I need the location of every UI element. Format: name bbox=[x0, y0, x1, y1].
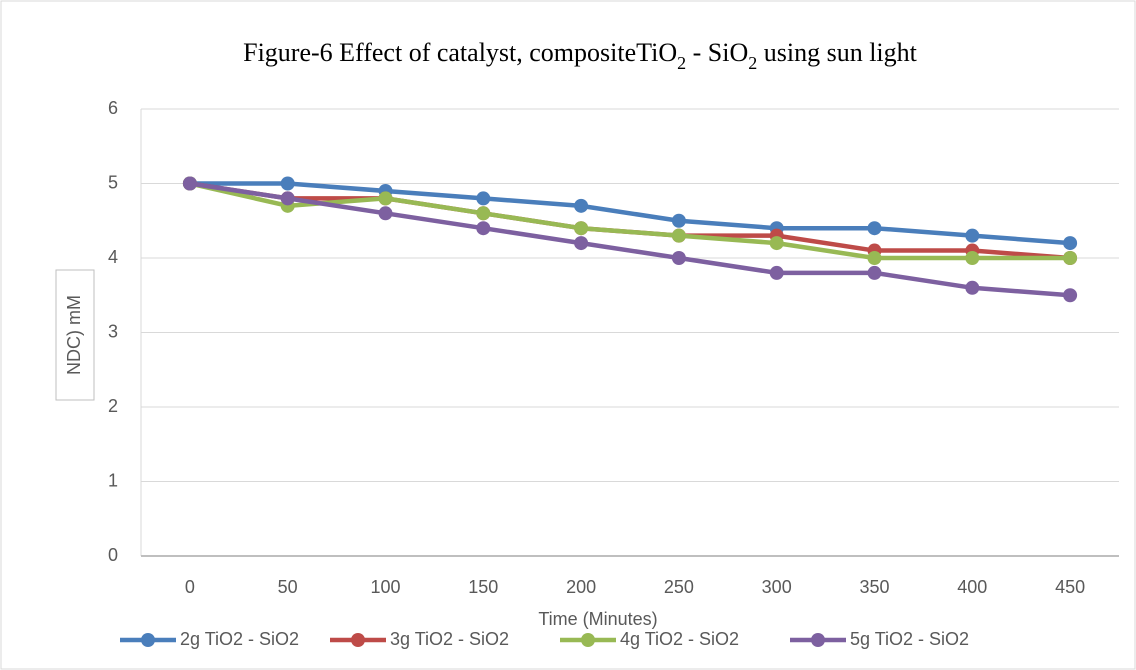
title-part: 2 bbox=[677, 53, 686, 73]
point bbox=[1063, 251, 1078, 265]
x-tick-label: 250 bbox=[664, 577, 694, 597]
x-tick-label: 100 bbox=[370, 577, 400, 597]
point bbox=[574, 221, 589, 236]
point bbox=[182, 176, 197, 191]
x-tick-label: 350 bbox=[859, 577, 889, 597]
y-axis-label: NDC) mM bbox=[64, 295, 84, 375]
y-tick-label: 6 bbox=[108, 98, 118, 118]
series-line bbox=[189, 181, 1071, 261]
x-axis-label: Time (Minutes) bbox=[538, 609, 657, 629]
legend-marker bbox=[351, 633, 365, 647]
y-tick-label: 3 bbox=[108, 321, 118, 341]
y-tick-label: 0 bbox=[108, 545, 118, 565]
point bbox=[671, 251, 686, 265]
point bbox=[280, 191, 295, 206]
legend-marker bbox=[141, 633, 155, 647]
x-tick-label: 300 bbox=[762, 577, 792, 597]
title-part: - SiO bbox=[686, 38, 748, 67]
series-line bbox=[189, 181, 1071, 246]
point bbox=[867, 251, 882, 265]
x-tick-label: 400 bbox=[957, 577, 987, 597]
y-tick-label: 5 bbox=[108, 172, 118, 192]
point bbox=[1063, 236, 1078, 251]
x-tick-label: 0 bbox=[185, 577, 195, 597]
point bbox=[378, 206, 393, 221]
point bbox=[476, 191, 491, 206]
point bbox=[867, 221, 882, 236]
title-part: using sun light bbox=[757, 38, 917, 67]
legend-label: 3g TiO2 - SiO2 bbox=[390, 629, 509, 649]
x-tick-label: 200 bbox=[566, 577, 596, 597]
point bbox=[769, 236, 784, 251]
point bbox=[965, 251, 980, 265]
point bbox=[965, 280, 980, 295]
point bbox=[671, 228, 686, 243]
y-tick-label: 2 bbox=[108, 396, 118, 416]
legend-label: 5g TiO2 - SiO2 bbox=[850, 629, 969, 649]
point bbox=[671, 213, 686, 228]
point bbox=[574, 198, 589, 213]
series-line bbox=[189, 181, 1071, 298]
point bbox=[378, 191, 393, 206]
point bbox=[280, 176, 295, 191]
y-label-box bbox=[55, 269, 95, 401]
y-tick-label: 4 bbox=[108, 247, 118, 267]
point bbox=[867, 265, 882, 280]
chart-title: Figure-6 Effect of catalyst, compositeTi… bbox=[243, 38, 918, 73]
point bbox=[574, 236, 589, 251]
legend-label: 2g TiO2 - SiO2 bbox=[180, 629, 299, 649]
x-tick-label: 50 bbox=[278, 577, 298, 597]
point bbox=[1063, 288, 1078, 303]
x-tick-label: 450 bbox=[1055, 577, 1085, 597]
point bbox=[476, 206, 491, 221]
title-part: 2 bbox=[748, 53, 757, 73]
legend-label: 4g TiO2 - SiO2 bbox=[620, 629, 739, 649]
title-part: Figure-6 Effect of catalyst, compositeTi… bbox=[243, 38, 677, 67]
y-tick-label: 1 bbox=[108, 470, 118, 490]
point bbox=[769, 265, 784, 280]
legend-marker bbox=[811, 633, 825, 647]
point bbox=[965, 228, 980, 243]
point bbox=[476, 221, 491, 236]
x-tick-label: 150 bbox=[468, 577, 498, 597]
legend-marker bbox=[581, 633, 595, 647]
